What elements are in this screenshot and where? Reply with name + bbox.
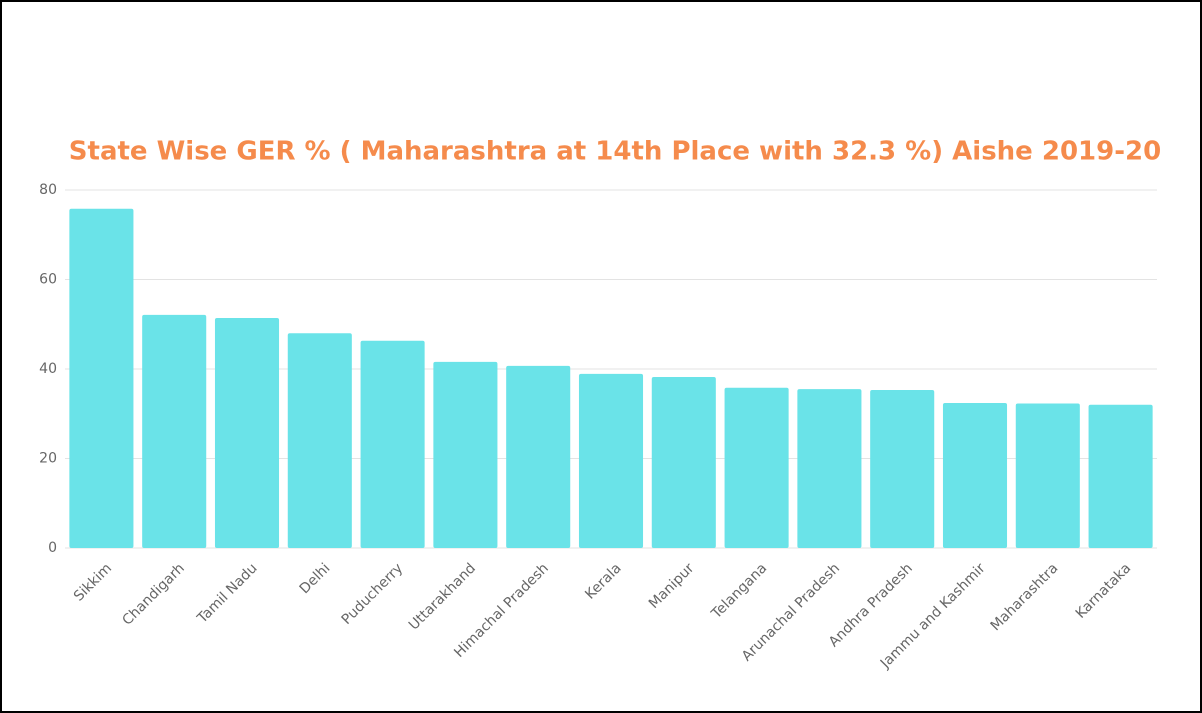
- chart-title: State Wise GER % ( Maharashtra at 14th P…: [69, 137, 1161, 167]
- y-tick-label: 40: [39, 361, 57, 377]
- bar: [1015, 403, 1080, 548]
- bar: [942, 403, 1008, 548]
- y-tick-label: 80: [39, 182, 57, 198]
- bar: [797, 389, 862, 548]
- bar: [578, 373, 644, 548]
- bar: [214, 317, 280, 548]
- bar: [1088, 404, 1153, 548]
- bar: [142, 314, 207, 548]
- bar: [69, 208, 134, 549]
- y-tick-label: 60: [39, 272, 57, 288]
- bar: [651, 377, 716, 548]
- y-tick-label: 0: [48, 540, 57, 556]
- bar: [870, 390, 935, 548]
- bar: [724, 387, 789, 548]
- bar: [360, 340, 425, 548]
- y-tick-label: 20: [39, 451, 57, 467]
- bar: [287, 333, 352, 548]
- bar: [506, 365, 571, 548]
- bar: [433, 361, 498, 548]
